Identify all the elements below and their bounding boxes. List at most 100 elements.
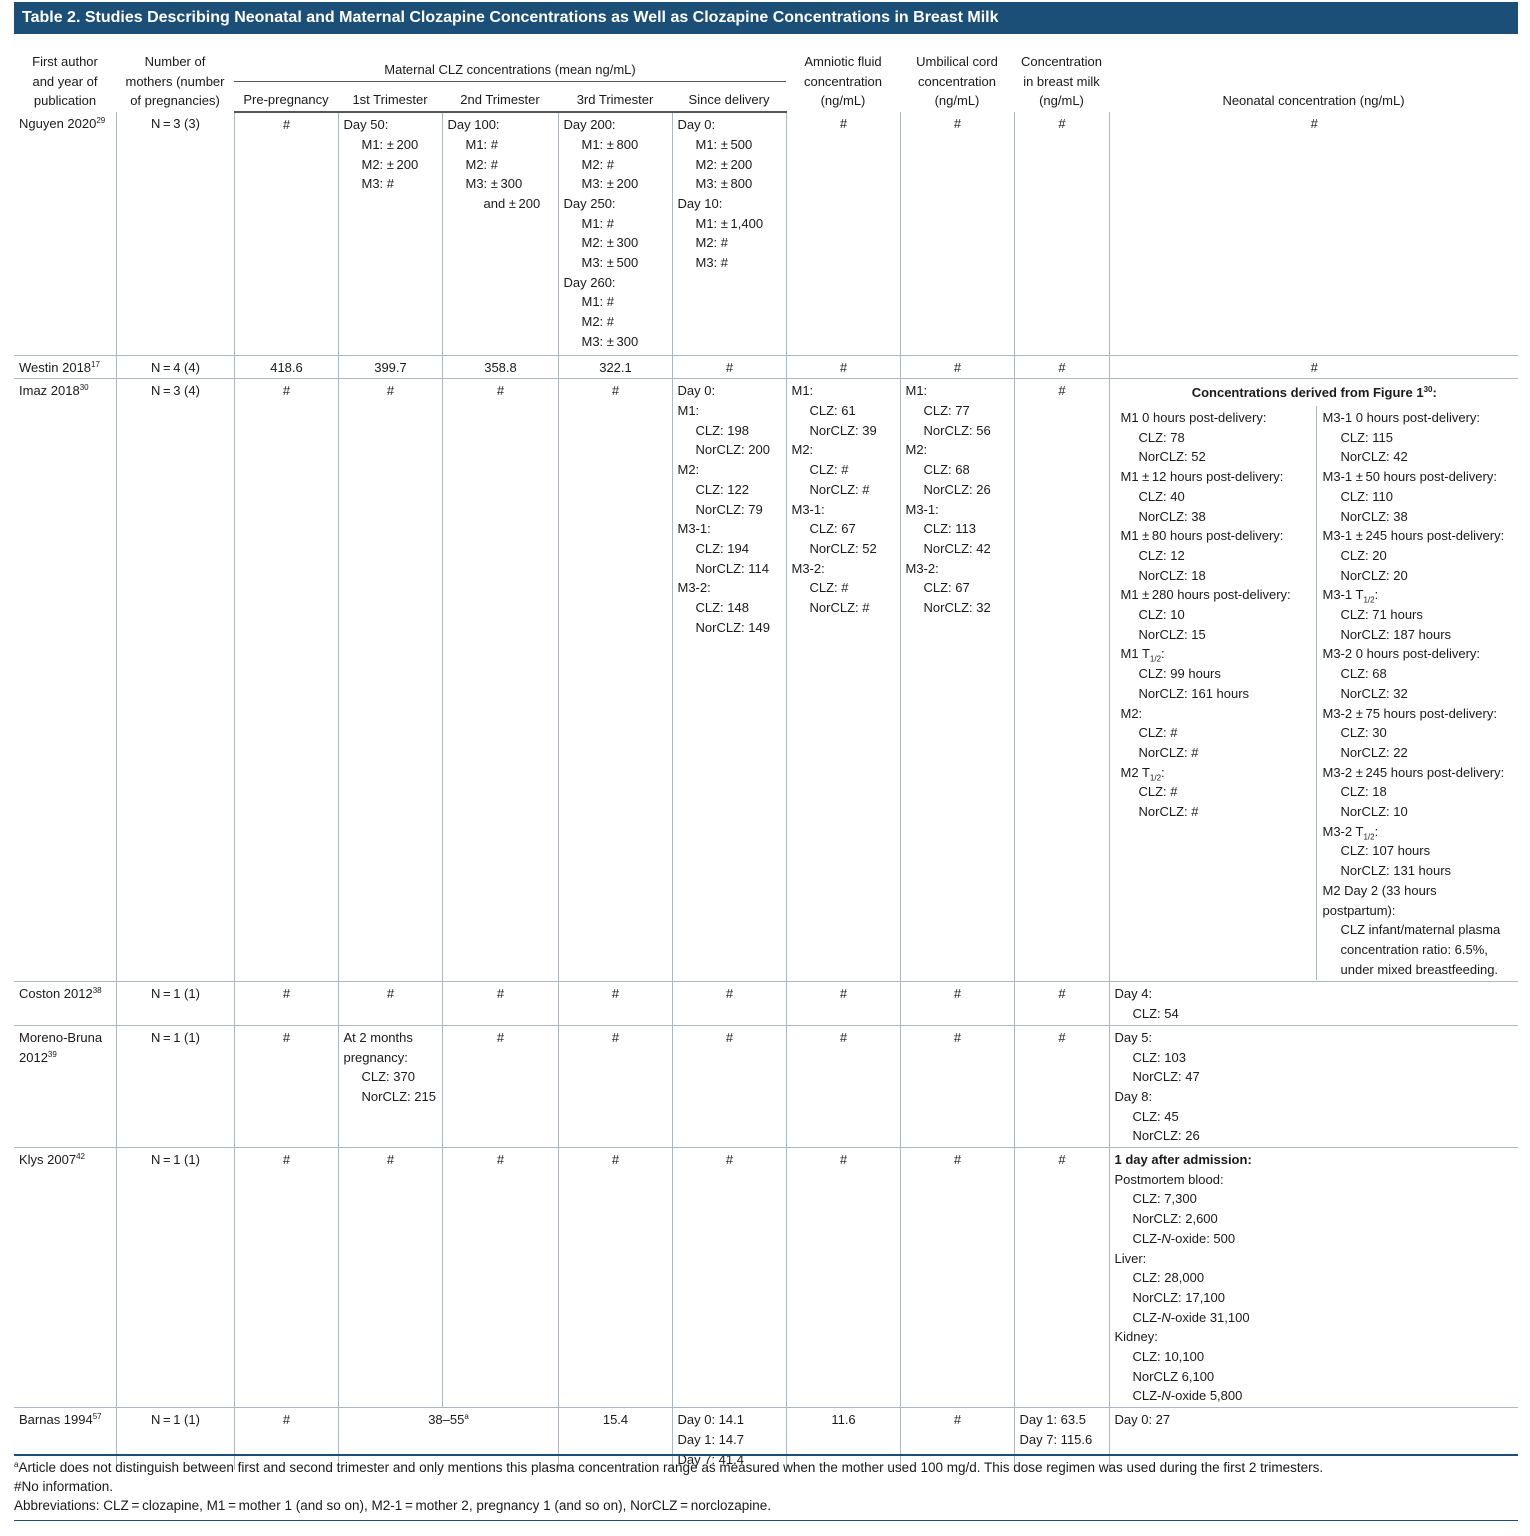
milk-cell: # [1013, 112, 1109, 356]
t1-t2-cell: 38–55a [337, 1407, 558, 1471]
neonatal-cell: # [1108, 355, 1518, 379]
pre-pregnancy-cell: # [233, 981, 338, 1026]
author-cell: Coston 201238 [19, 986, 102, 1002]
t3-cell: # [557, 981, 672, 1026]
table-row: Moreno-Bruna 201239 N = 1 (1) # At 2 mont… [14, 1025, 1518, 1148]
amniotic-cell: # [785, 1147, 900, 1408]
mothers-cell: N = 4 (4) [115, 355, 234, 379]
header-since-delivery: Since delivery [672, 81, 786, 114]
since-delivery-cell: # [671, 355, 786, 379]
table-row: Westin 201817 N = 4 (4) 418.6 399.7 358.… [14, 355, 1518, 379]
header-1st-trimester: 1st Trimester [338, 81, 442, 114]
pre-pregnancy-cell: # [233, 1407, 338, 1471]
t2-cell: Day 100: M1: # M2: # M3: ± 300 and ± 200 [441, 112, 558, 356]
milk-cell: # [1013, 981, 1109, 1026]
milk-cell: Day 1: 63.5 Day 7: 115.6 [1013, 1407, 1109, 1471]
table-row: Imaz 201830 N = 3 (4) # # # # Day 0: M1: C… [14, 378, 1518, 982]
author-cell: Klys 200742 [19, 1152, 85, 1168]
header-2nd-trimester: 2nd Trimester [442, 81, 558, 114]
t3-cell: # [557, 1025, 672, 1148]
t2-cell: # [441, 1147, 558, 1408]
pre-pregnancy-cell: # [233, 1025, 338, 1148]
amniotic-cell: # [785, 1025, 900, 1148]
mothers-cell: N = 1 (1) [115, 1407, 234, 1471]
milk-cell: # [1013, 1025, 1109, 1148]
neonatal-cell: Day 0: 27 [1108, 1407, 1518, 1471]
footnote-hash: #No information. [14, 1479, 114, 1494]
t2-cell: 358.8 [441, 355, 558, 379]
since-delivery-cell: Day 0: 14.1 Day 1: 14.7 Day 7: 41.4 [671, 1407, 786, 1471]
header-amniotic: Amniotic fluid concentration (ng/mL) [803, 54, 883, 109]
header-milk: Concentration in breast milk (ng/mL) [1021, 54, 1102, 109]
since-delivery-cell: # [671, 1025, 786, 1148]
mothers-cell: N = 3 (3) [115, 112, 234, 356]
cord-cell: # [899, 1147, 1014, 1408]
neonatal-cell: Day 5: CLZ: 103 NorCLZ: 47 Day 8: CLZ: 45 No… [1108, 1025, 1518, 1148]
t3-cell: # [557, 1147, 672, 1408]
neonatal-cell: Concentrations derived from Figure 130: … [1108, 378, 1518, 982]
header-mothers: Number of mothers (number of pregnancies) [125, 54, 225, 109]
since-delivery-cell: # [671, 1147, 786, 1408]
footnote-a: aArticle does not distinguish between fi… [14, 1460, 1324, 1475]
neonatal-cell: 1 day after admission: Postmortem blood:… [1108, 1147, 1518, 1408]
pre-pregnancy-cell: 418.6 [233, 355, 338, 379]
cord-cell: # [899, 355, 1014, 379]
t1-cell: At 2 months pregnancy: CLZ: 370 NorCLZ: 215 [337, 1025, 442, 1148]
t3-cell: 15.4 [557, 1407, 672, 1471]
milk-cell: # [1013, 378, 1109, 982]
t1-cell: 399.7 [337, 355, 442, 379]
t3-cell: 322.1 [557, 355, 672, 379]
t3-cell: # [557, 378, 672, 982]
header-author: First author and year of publication [32, 54, 98, 109]
mothers-cell: N = 1 (1) [115, 1147, 234, 1408]
milk-cell: # [1013, 1147, 1109, 1408]
pre-pregnancy-cell: # [233, 378, 338, 982]
pre-pregnancy-cell: # [233, 1147, 338, 1408]
mothers-cell: N = 1 (1) [115, 1025, 234, 1148]
author-cell: Nguyen 202029 [19, 116, 106, 132]
header-cord: Umbilical cord concentration (ng/mL) [916, 54, 998, 109]
header-neonatal: Neonatal concentration (ng/mL) [1222, 93, 1405, 109]
studies-table: First author and year of publication Numbe… [14, 52, 1518, 1471]
t1-cell: # [337, 1147, 442, 1408]
table-row: Coston 201238 N = 1 (1) # # # # # # # # … [14, 981, 1518, 1026]
amniotic-cell: 11.6 [785, 1407, 900, 1471]
author-cell: Barnas 199457 [19, 1412, 102, 1428]
mothers-cell: N = 3 (4) [115, 378, 234, 982]
since-delivery-cell: Day 0: M1: ± 500 M2: ± 200 M3: ± 800 Day 10… [671, 112, 786, 356]
author-cell: Imaz 201830 [19, 383, 89, 399]
header-maternal-group: Maternal CLZ concentrations (mean ng/mL) [234, 52, 786, 82]
table-row: Barnas 199457 N = 1 (1) # 38–55a 15.4 Da… [14, 1407, 1518, 1471]
end-rule [14, 1520, 1518, 1521]
t2-cell: # [441, 378, 558, 982]
t3-cell: Day 200: M1: ± 800 M2: # M3: ± 200 Day 250:… [557, 112, 672, 356]
neonatal-subheading: Concentrations derived from Figure 130: [1191, 385, 1437, 401]
table-bottom-rule [14, 1454, 1518, 1456]
cord-cell: # [899, 981, 1014, 1026]
author-cell: Westin 201817 [19, 359, 100, 375]
t1-cell: # [337, 981, 442, 1026]
cord-cell: # [899, 1407, 1014, 1471]
header-3rd-trimester: 3rd Trimester [558, 81, 672, 114]
footnotes: aArticle does not distinguish between fi… [14, 1458, 1518, 1515]
t2-cell: # [441, 981, 558, 1026]
table-title: Table 2. Studies Describing Neonatal and… [14, 2, 1518, 34]
mothers-cell: N = 1 (1) [115, 981, 234, 1026]
pre-pregnancy-cell: # [233, 112, 338, 356]
neonatal-cell: # [1108, 112, 1518, 356]
cord-cell: M1: CLZ: 77 NorCLZ: 56 M2: CLZ: 68 NorCLZ: 2… [899, 378, 1014, 982]
amniotic-cell: # [785, 981, 900, 1026]
since-delivery-cell: # [671, 981, 786, 1026]
amniotic-cell: M1: CLZ: 61 NorCLZ: 39 M2: CLZ: # NorCLZ: # … [785, 378, 900, 982]
amniotic-cell: # [785, 112, 900, 356]
milk-cell: # [1013, 355, 1109, 379]
since-delivery-cell: Day 0: M1: CLZ: 198 NorCLZ: 200 M2: CLZ: 122… [671, 378, 786, 982]
cord-cell: # [899, 1025, 1014, 1148]
amniotic-cell: # [785, 355, 900, 379]
footnote-abbreviations: Abbreviations: CLZ = clozapine, M1 = mot… [14, 1498, 772, 1513]
cord-cell: # [899, 112, 1014, 356]
neonatal-left-column: M1 0 hours post-delivery: CLZ: 78 NorCLZ: … [1120, 410, 1291, 820]
t2-cell: # [441, 1025, 558, 1148]
neonatal-right-column: M3-1 0 hours post-delivery: CLZ: 115 NorCL… [1315, 406, 1515, 981]
table-row: Klys 200742 N = 1 (1) # # # # # # # # 1 … [14, 1147, 1518, 1408]
